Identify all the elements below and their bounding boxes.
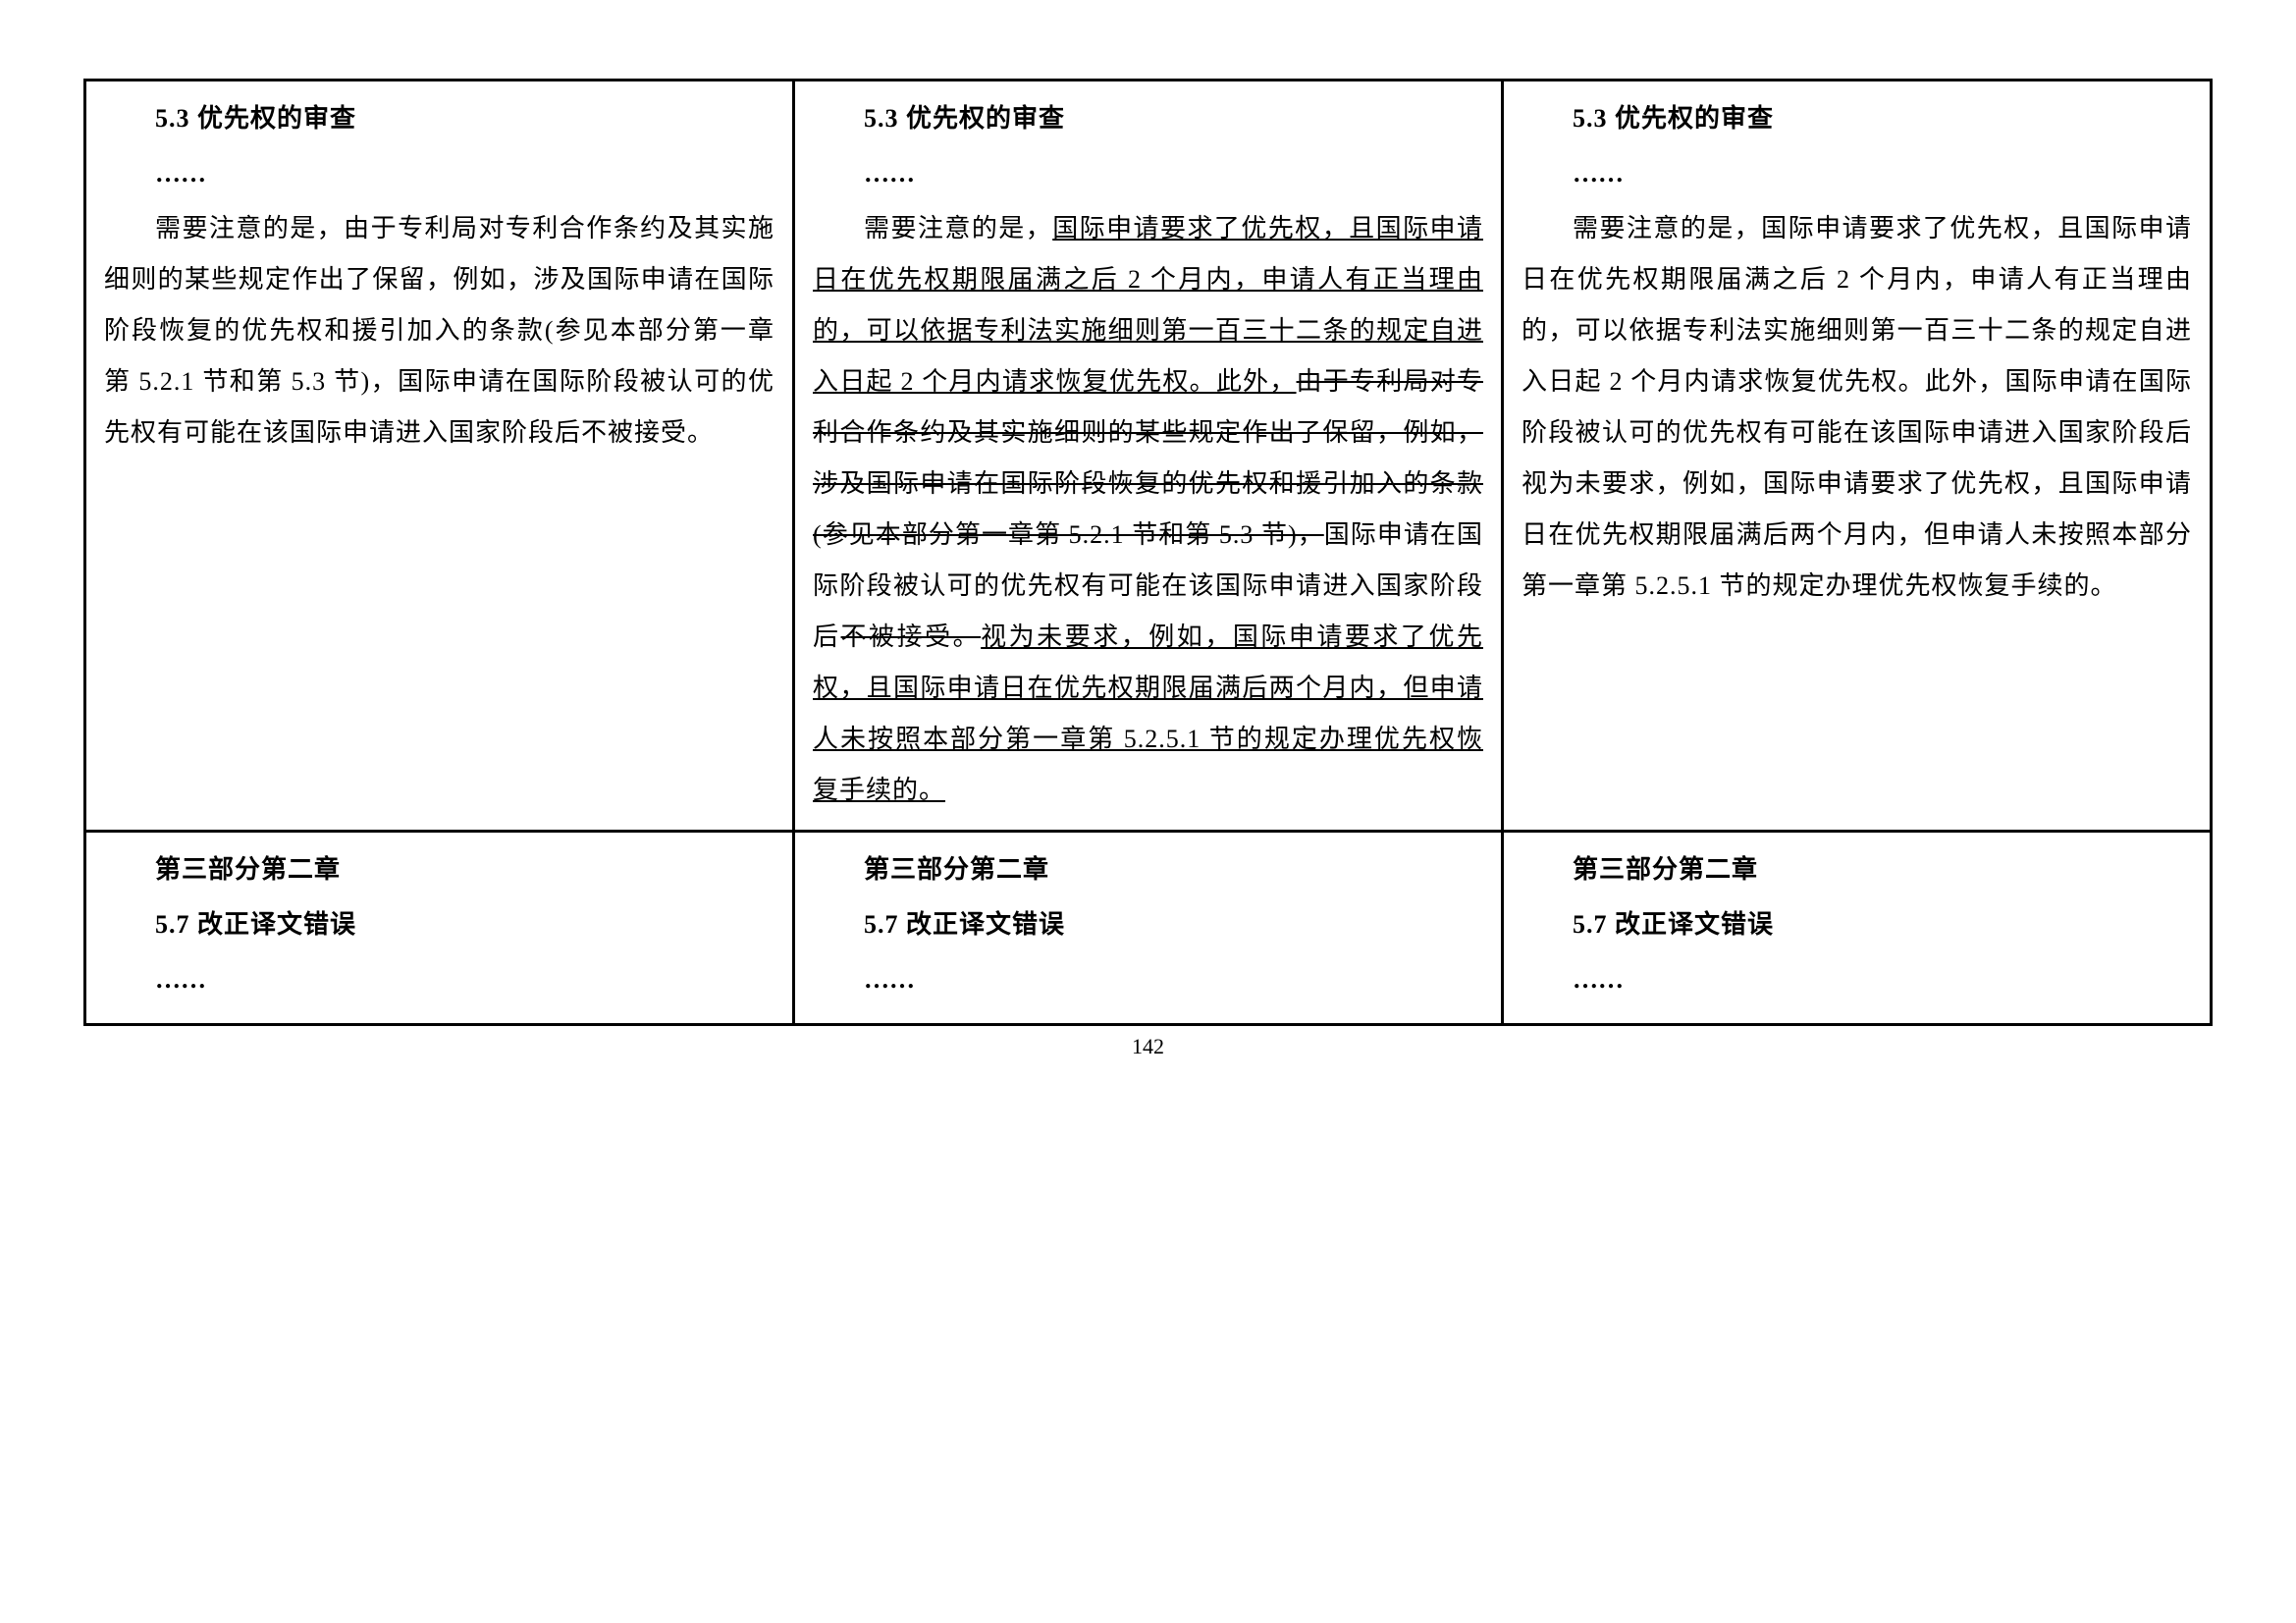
ellipsis: …… <box>813 954 1483 1005</box>
paragraph: 需要注意的是，由于专利局对专利合作条约及其实施细则的某些规定作出了保留，例如，涉… <box>104 203 774 459</box>
text-plain: 需要注意的是， <box>864 214 1052 243</box>
paragraph: 需要注意的是，国际申请要求了优先权，且国际申请日在优先权期限届满之后 2 个月内… <box>1522 203 2192 612</box>
cell-1-2: 5.3 优先权的审查 …… 需要注意的是，国际申请要求了优先权，且国际申请日在优… <box>795 81 1504 830</box>
ellipsis: …… <box>104 954 774 1005</box>
text-strike: 不被接受。 <box>841 622 982 651</box>
ellipsis: …… <box>1522 954 2192 1005</box>
page-number: 142 <box>83 1034 2213 1059</box>
section-title: 5.3 优先权的审查 <box>104 93 774 144</box>
cell-2-1: 第三部分第二章 5.7 改正译文错误 …… <box>86 833 795 1023</box>
table-row-2: 第三部分第二章 5.7 改正译文错误 …… 第三部分第二章 5.7 改正译文错误… <box>86 833 2210 1023</box>
paragraph-mixed: 需要注意的是，国际申请要求了优先权，且国际申请日在优先权期限届满之后 2 个月内… <box>813 203 1483 816</box>
section-title: 5.7 改正译文错误 <box>104 899 774 950</box>
cell-1-1: 5.3 优先权的审查 …… 需要注意的是，由于专利局对专利合作条约及其实施细则的… <box>86 81 795 830</box>
section-title: 5.3 优先权的审查 <box>813 93 1483 144</box>
section-title: 5.7 改正译文错误 <box>1522 899 2192 950</box>
cell-1-3: 5.3 优先权的审查 …… 需要注意的是，国际申请要求了优先权，且国际申请日在优… <box>1504 81 2210 830</box>
comparison-table: 5.3 优先权的审查 …… 需要注意的是，由于专利局对专利合作条约及其实施细则的… <box>83 79 2213 1026</box>
section-title: 5.3 优先权的审查 <box>1522 93 2192 144</box>
ellipsis: …… <box>813 148 1483 199</box>
cell-2-2: 第三部分第二章 5.7 改正译文错误 …… <box>795 833 1504 1023</box>
part-heading: 第三部分第二章 <box>104 844 774 895</box>
ellipsis: …… <box>104 148 774 199</box>
section-title: 5.7 改正译文错误 <box>813 899 1483 950</box>
ellipsis: …… <box>1522 148 2192 199</box>
part-heading: 第三部分第二章 <box>1522 844 2192 895</box>
cell-2-3: 第三部分第二章 5.7 改正译文错误 …… <box>1504 833 2210 1023</box>
part-heading: 第三部分第二章 <box>813 844 1483 895</box>
table-row-1: 5.3 优先权的审查 …… 需要注意的是，由于专利局对专利合作条约及其实施细则的… <box>86 81 2210 833</box>
